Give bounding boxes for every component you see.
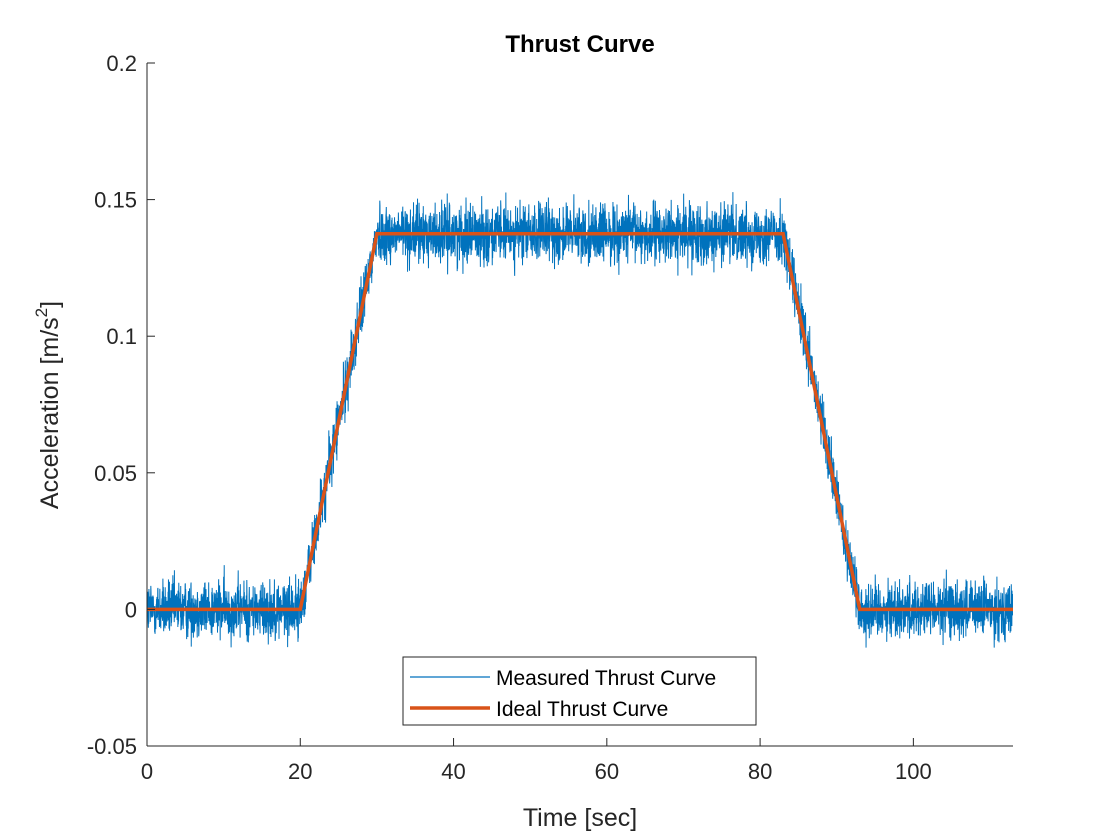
legend-label-measured: Measured Thrust Curve xyxy=(496,667,716,690)
legend-box xyxy=(402,656,757,726)
x-axis-label: Time [sec] xyxy=(523,804,637,832)
x-tick-label: 100 xyxy=(895,759,932,784)
legend: Measured Thrust Curve Ideal Thrust Curve xyxy=(402,656,757,726)
y-tick-label: 0.1 xyxy=(106,324,137,349)
y-tick-label: -0.05 xyxy=(87,734,137,759)
x-tick-label: 80 xyxy=(748,759,772,784)
series-measured-thrust-line xyxy=(147,192,1013,648)
x-tick-label: 0 xyxy=(141,759,153,784)
y-axis-label-close: ] xyxy=(36,301,64,308)
y-axis-label-superscript: 2 xyxy=(32,308,51,317)
y-tick-label: 0 xyxy=(125,597,137,622)
y-tick-label: 0.05 xyxy=(94,461,137,486)
plot-area xyxy=(147,192,1013,648)
x-tick-label: 40 xyxy=(441,759,465,784)
x-tick-label: 20 xyxy=(288,759,312,784)
y-axis-label: Acceleration [m/s2] xyxy=(32,301,64,509)
series-ideal-thrust-line xyxy=(147,232,1013,612)
y-axis-label-main: Acceleration [m/s xyxy=(36,317,64,509)
x-tick-label: 60 xyxy=(595,759,619,784)
legend-label-ideal: Ideal Thrust Curve xyxy=(496,698,668,721)
chart-title: Thrust Curve xyxy=(505,31,654,58)
y-tick-label: 0.2 xyxy=(106,51,137,76)
y-tick-label: 0.15 xyxy=(94,188,137,213)
